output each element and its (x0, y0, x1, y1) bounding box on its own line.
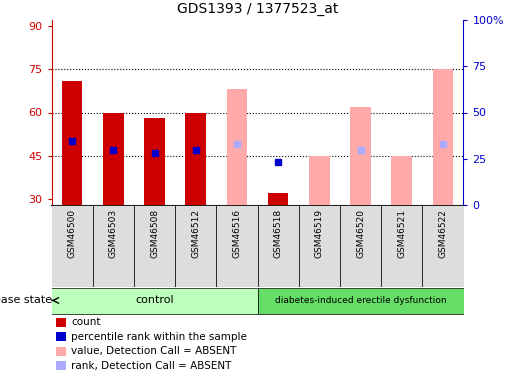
Text: GSM46519: GSM46519 (315, 209, 324, 258)
Bar (93, 205, 134, 287)
Bar (56, 332, 66, 341)
Bar (433, 69, 453, 205)
Text: percentile rank within the sample: percentile rank within the sample (71, 332, 247, 342)
Bar (216, 205, 258, 287)
Bar (175, 205, 216, 287)
Text: GSM46522: GSM46522 (438, 209, 448, 258)
Text: value, Detection Call = ABSENT: value, Detection Call = ABSENT (71, 346, 237, 356)
Bar (299, 205, 340, 287)
Bar (56, 346, 66, 356)
Bar (103, 112, 124, 205)
Bar (350, 107, 371, 205)
Bar (258, 205, 299, 287)
Text: GSM46503: GSM46503 (109, 209, 118, 258)
Bar (340, 205, 381, 287)
Bar (134, 205, 175, 287)
Bar (56, 361, 66, 370)
Bar (227, 89, 247, 205)
Bar (258, 288, 464, 314)
Text: diabetes-induced erectile dysfunction: diabetes-induced erectile dysfunction (274, 296, 447, 305)
Title: GDS1393 / 1377523_at: GDS1393 / 1377523_at (177, 2, 338, 16)
Text: GSM46518: GSM46518 (273, 209, 283, 258)
Text: count: count (71, 317, 101, 327)
Text: GSM46516: GSM46516 (232, 209, 242, 258)
Text: GSM46500: GSM46500 (67, 209, 77, 258)
Text: rank, Detection Call = ABSENT: rank, Detection Call = ABSENT (71, 361, 232, 371)
Bar (422, 205, 464, 287)
Bar (391, 156, 412, 205)
Bar (309, 156, 330, 205)
Text: disease state: disease state (0, 296, 52, 306)
Bar (144, 118, 165, 205)
Bar (268, 194, 288, 205)
Text: GSM46508: GSM46508 (150, 209, 159, 258)
Bar (185, 112, 206, 205)
Bar (52, 288, 258, 314)
Text: control: control (135, 296, 174, 306)
Bar (381, 205, 422, 287)
Bar (52, 205, 93, 287)
Text: GSM46520: GSM46520 (356, 209, 365, 258)
Bar (56, 318, 66, 327)
Text: GSM46512: GSM46512 (191, 209, 200, 258)
Text: GSM46521: GSM46521 (397, 209, 406, 258)
Bar (62, 81, 82, 205)
